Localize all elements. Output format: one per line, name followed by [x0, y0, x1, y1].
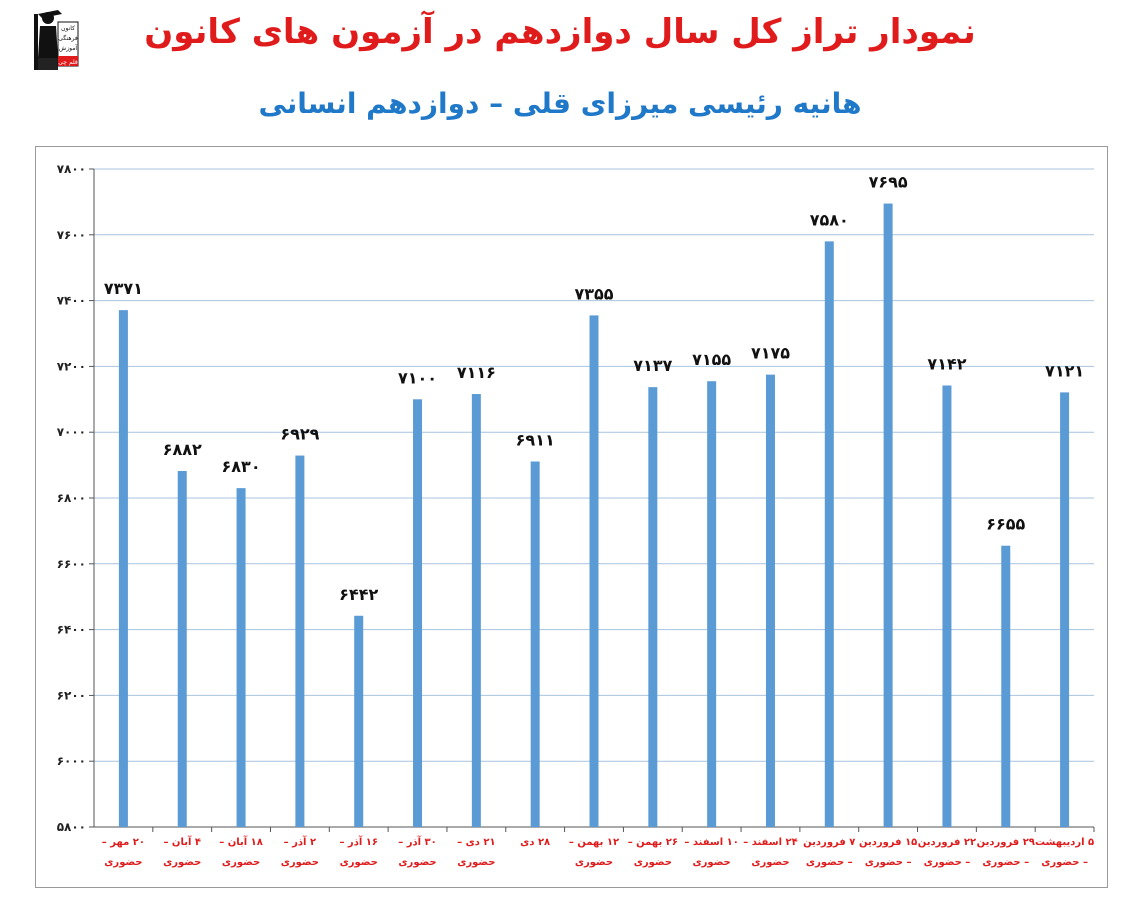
category-label: ۵ اردیبهشت — [1035, 837, 1094, 848]
category-label: – حضوری — [865, 857, 912, 868]
bar — [942, 385, 952, 827]
data-label: ۷۱۳۷ — [633, 356, 672, 375]
bar — [824, 241, 834, 827]
category-label: ۱۸ آبان – — [219, 835, 263, 848]
category-label: ۷ فروردین — [803, 837, 855, 848]
data-label: ۶۶۵۵ — [986, 515, 1025, 534]
bar — [765, 374, 775, 827]
category-label: ۲۲ فروردین — [918, 837, 976, 848]
bar — [589, 315, 599, 827]
data-label: ۷۳۵۵ — [574, 284, 613, 303]
data-label: ۶۴۴۲ — [339, 585, 378, 604]
data-label: ۷۱۵۵ — [692, 350, 731, 369]
bar — [236, 488, 246, 827]
category-label: حضوری — [104, 857, 142, 868]
bar — [295, 455, 305, 827]
bar — [1001, 545, 1011, 827]
data-label: ۷۱۴۲ — [927, 354, 966, 373]
y-tick-label: ۵۸۰۰ — [57, 820, 86, 834]
data-label: ۷۱۱۶ — [457, 363, 496, 382]
category-label: حضوری — [340, 857, 378, 868]
category-label: حضوری — [575, 857, 613, 868]
data-label: ۶۹۱۱ — [516, 430, 555, 449]
category-label: ۲۰ مهر – — [102, 837, 145, 848]
category-label: ۱۶ آذر – — [339, 835, 378, 848]
bar-chart: ۵۸۰۰ ۶۰۰۰ ۶۲۰۰ ۶۴۰۰ ۶۶۰۰ ۶۸۰۰ ۷۰۰۰ ۷۲۰۰ ۷۴۰۰ ۷۶۰۰… — [57, 162, 1095, 868]
bar — [118, 310, 128, 827]
category-label: ۲۹ فروردین — [977, 837, 1035, 848]
category-label: ۲ آذر – — [284, 835, 316, 848]
category-label: حضوری — [163, 857, 201, 868]
category-label: حضوری — [634, 857, 672, 868]
bar — [707, 381, 717, 827]
kanoon-logo: کانون فرهنگی آموزش قلم چی — [28, 8, 80, 74]
y-tick-label: ۷۲۰۰ — [57, 359, 86, 373]
bar — [413, 399, 423, 827]
bar — [648, 387, 658, 827]
category-label: ۲۴ اسفند – — [743, 837, 798, 848]
bar — [883, 203, 893, 828]
y-tick-label: ۷۸۰۰ — [57, 162, 86, 176]
bar — [1060, 392, 1070, 827]
bar — [471, 394, 481, 827]
category-label: حضوری — [457, 857, 495, 868]
category-label: – حضوری — [1041, 857, 1088, 868]
category-label: ۱۰ اسفند – — [684, 837, 739, 848]
data-label: ۷۳۷۱ — [104, 279, 143, 298]
category-label: ۲۸ دی — [520, 837, 550, 848]
data-label: ۶۹۲۹ — [280, 425, 319, 444]
category-label: ۱۲ بهمن – — [569, 837, 619, 848]
y-tick-label: ۶۲۰۰ — [57, 688, 86, 702]
logo-line1: کانون — [61, 25, 75, 32]
y-tick-label: ۶۰۰۰ — [57, 754, 86, 768]
y-tick-label: ۶۶۰۰ — [57, 557, 86, 571]
category-label: ۲۶ بهمن – — [628, 837, 678, 848]
category-label: – حضوری — [806, 857, 853, 868]
bar — [177, 471, 187, 827]
data-label: ۶۸۳۰ — [222, 457, 261, 476]
logo-line4: قلم چی — [58, 59, 78, 66]
data-label: ۷۱۷۵ — [751, 344, 790, 363]
bar — [354, 615, 364, 827]
bar — [530, 461, 540, 827]
category-label: ۱۵ فروردین — [859, 837, 917, 848]
category-label: ۴ آبان – — [163, 835, 201, 848]
y-tick-label: ۶۴۰۰ — [57, 623, 86, 637]
category-label: حضوری — [222, 857, 260, 868]
category-label: حضوری — [398, 857, 436, 868]
category-label: ۳۰ آذر – — [398, 835, 437, 848]
category-label: ۲۱ دی – — [457, 837, 495, 848]
data-label: ۷۱۲۱ — [1045, 361, 1084, 380]
y-tick-label: ۷۴۰۰ — [57, 294, 86, 308]
logo-line3: آموزش — [59, 43, 78, 52]
chart-subtitle: هانیه رئیسی میرزای قلی – دوازدهم انسانی — [258, 87, 862, 120]
category-label: حضوری — [751, 857, 789, 868]
y-tick-label: ۶۸۰۰ — [57, 491, 86, 505]
data-label: ۷۱۰۰ — [398, 368, 437, 387]
category-label: – حضوری — [924, 857, 971, 868]
category-label: – حضوری — [982, 857, 1029, 868]
category-label: حضوری — [281, 857, 319, 868]
logo-line2: فرهنگی — [58, 34, 78, 42]
category-label: حضوری — [693, 857, 731, 868]
chart-area: ۵۸۰۰ ۶۰۰۰ ۶۲۰۰ ۶۴۰۰ ۶۶۰۰ ۶۸۰۰ ۷۰۰۰ ۷۲۰۰ ۷۴۰۰ ۷۶۰۰… — [35, 146, 1108, 888]
y-tick-label: ۷۰۰۰ — [57, 425, 86, 439]
y-tick-label: ۷۶۰۰ — [57, 228, 86, 242]
data-label: ۷۵۸۰ — [810, 210, 849, 229]
data-label: ۷۶۹۵ — [869, 173, 908, 192]
chart-title: نمودار تراز کل سال دوازدهم در آزمون های … — [144, 12, 976, 52]
data-label: ۶۸۸۲ — [163, 440, 202, 459]
